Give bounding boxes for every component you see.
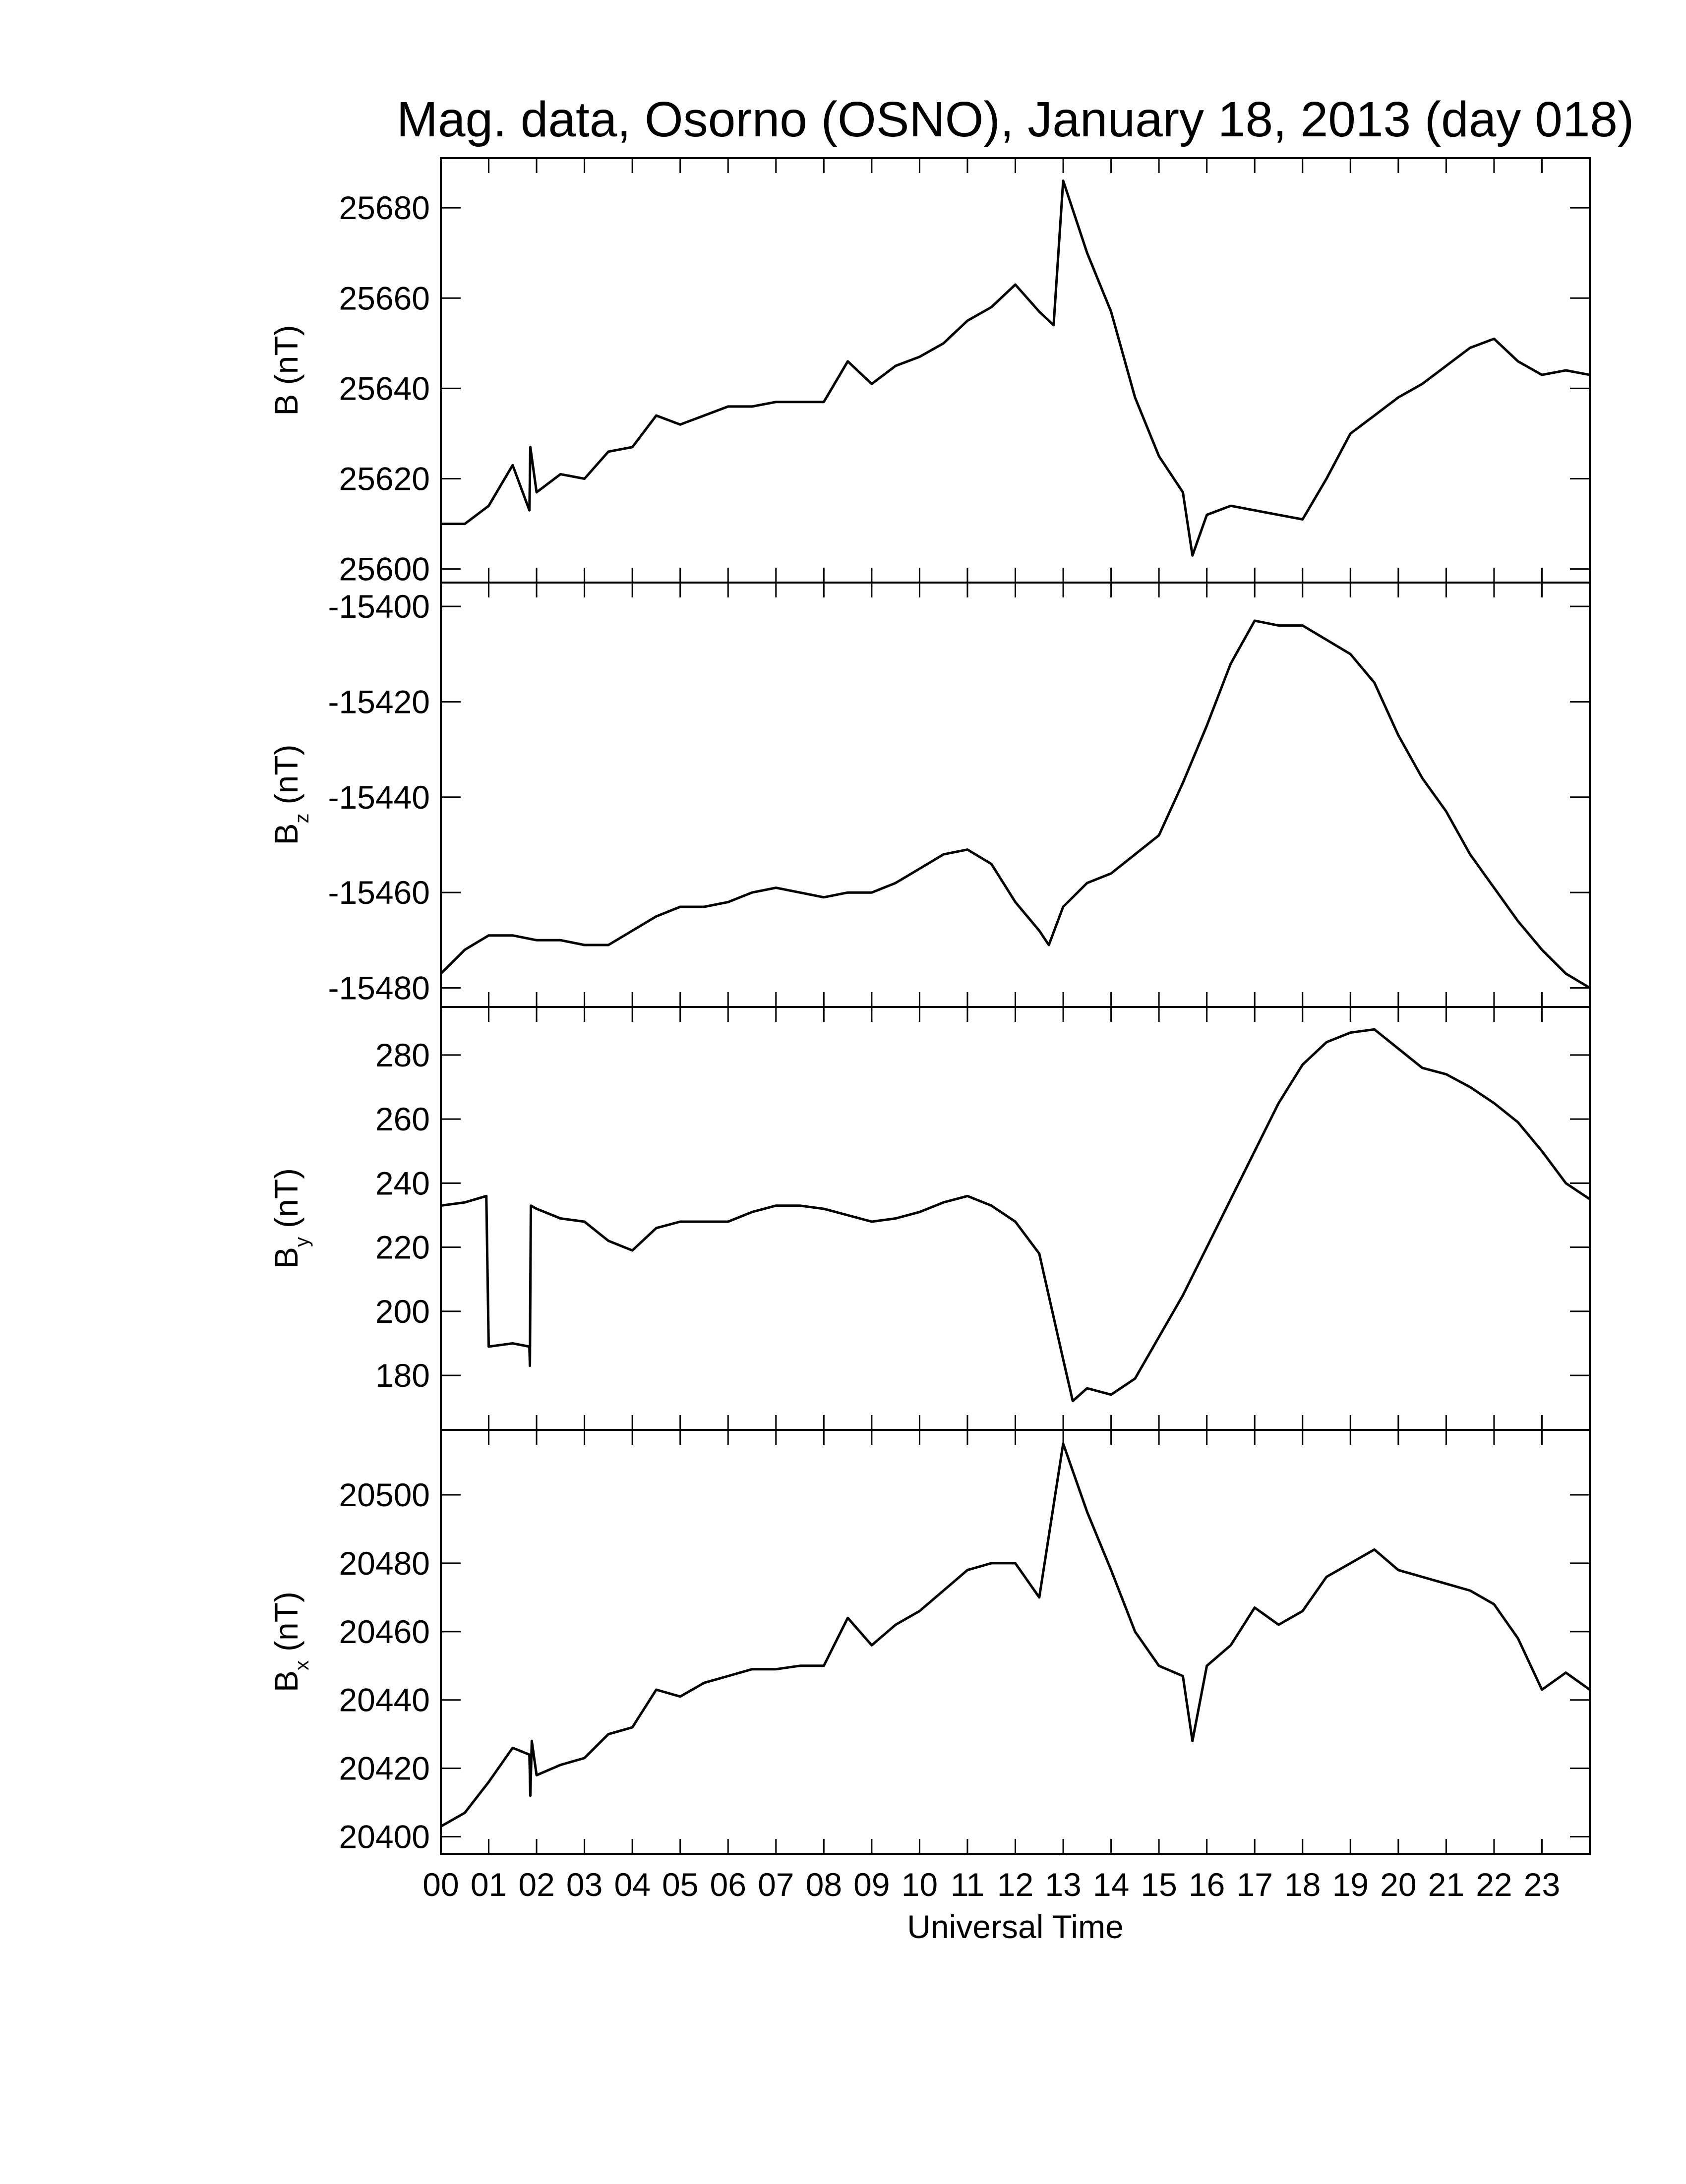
x-tick-label: 03	[566, 1866, 602, 1903]
y-axis-label: B (nT)	[268, 325, 304, 415]
y-label-unit: (nT)	[268, 744, 304, 804]
x-tick-label: 06	[710, 1866, 746, 1903]
data-line	[440, 1028, 1591, 1403]
plot-frame	[440, 1006, 1591, 1431]
x-tick-label: 02	[518, 1866, 554, 1903]
x-tick-label: 22	[1476, 1866, 1512, 1903]
x-tick-label: 09	[853, 1866, 890, 1903]
x-tick-label: 13	[1045, 1866, 1081, 1903]
y-tick-label: -15460	[328, 874, 430, 911]
y-tick-label: 280	[375, 1037, 430, 1073]
x-tick-label: 08	[806, 1866, 842, 1903]
y-label-sub: z	[291, 813, 313, 823]
y-tick-label: 20400	[339, 1819, 430, 1855]
y-tick-label: 25680	[339, 189, 430, 226]
data-line	[440, 1442, 1591, 1828]
data-line	[440, 619, 1591, 989]
y-axis-label: Bz (nT)	[268, 744, 313, 845]
y-tick-label: -15400	[328, 588, 430, 625]
x-tick-label: 18	[1284, 1866, 1321, 1903]
y-label-main: B	[268, 823, 304, 845]
x-tick-label: 01	[471, 1866, 507, 1903]
chart-title: Mag. data, Osorno (OSNO), January 18, 20…	[397, 92, 1634, 147]
x-tick-label: 16	[1189, 1866, 1225, 1903]
y-axis-label: By (nT)	[268, 1168, 313, 1269]
x-tick-label: 21	[1428, 1866, 1464, 1903]
plot-frame	[440, 157, 1591, 584]
y-tick-label: 180	[375, 1357, 430, 1394]
y-tick-label: 20480	[339, 1545, 430, 1582]
y-axis-label: Bx (nT)	[268, 1592, 313, 1692]
x-tick-label: 05	[662, 1866, 698, 1903]
data-line	[441, 179, 1590, 557]
x-tick-label: 10	[902, 1866, 938, 1903]
y-tick-label: 20440	[339, 1682, 430, 1718]
x-tick-label: 20	[1380, 1866, 1416, 1903]
y-tick-label: 260	[375, 1101, 430, 1137]
plot-frame	[440, 1429, 1591, 1855]
y-label-main: B	[268, 1247, 304, 1269]
y-label-main: B	[268, 1670, 304, 1692]
y-label-sub: x	[291, 1660, 313, 1670]
x-tick-label: 19	[1332, 1866, 1369, 1903]
y-tick-label: 25620	[339, 461, 430, 497]
y-tick-label: 200	[375, 1293, 430, 1330]
x-tick-label: 14	[1093, 1866, 1129, 1903]
y-tick-label: 20500	[339, 1476, 430, 1513]
y-tick-label: 25640	[339, 370, 430, 407]
y-tick-label: 25600	[339, 551, 430, 588]
x-tick-label: 11	[951, 1866, 985, 1903]
y-label-unit: (nT)	[268, 1592, 304, 1652]
x-tick-label: 23	[1524, 1866, 1560, 1903]
x-tick-label: 04	[614, 1866, 650, 1903]
y-label-unit: (nT)	[268, 1168, 304, 1228]
y-label-main: B (nT)	[268, 325, 304, 415]
y-tick-label: 25660	[339, 280, 430, 316]
x-tick-label: 12	[997, 1866, 1033, 1903]
x-tick-label: 07	[758, 1866, 794, 1903]
y-tick-label: 220	[375, 1229, 430, 1266]
y-tick-label: -15420	[328, 683, 430, 720]
y-label-sub: y	[291, 1237, 313, 1247]
x-tick-label: 15	[1141, 1866, 1177, 1903]
y-tick-label: 20420	[339, 1750, 430, 1787]
y-tick-label: 20460	[339, 1613, 430, 1650]
y-tick-label: 240	[375, 1165, 430, 1201]
x-tick-label: 00	[422, 1866, 459, 1903]
x-axis-label: Universal Time	[907, 1908, 1123, 1945]
y-tick-label: -15480	[328, 970, 430, 1006]
x-tick-label: 17	[1236, 1866, 1272, 1903]
y-tick-label: -15440	[328, 779, 430, 816]
